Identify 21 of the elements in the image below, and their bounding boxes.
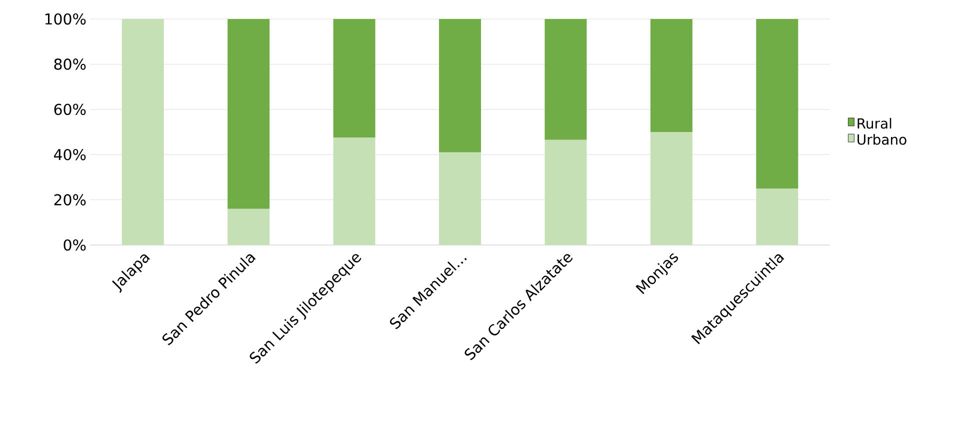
legend-label: Rural [858, 118, 892, 129]
y-tick-label: 20% [54, 194, 86, 206]
bar [228, 18, 270, 209]
bar [544, 140, 587, 245]
bar [650, 132, 692, 245]
bar [228, 208, 270, 245]
bar [756, 18, 798, 188]
bar [756, 188, 798, 245]
y-tick-label: 40% [54, 148, 86, 160]
bar [333, 18, 376, 138]
bar [439, 152, 481, 245]
y-tick-label: 100% [45, 13, 86, 25]
bar [122, 18, 164, 245]
bar [439, 18, 481, 152]
y-tick-label: 0% [64, 239, 86, 251]
legend-label: Urbano [858, 134, 906, 145]
bar [333, 138, 376, 245]
y-tick-label: 60% [54, 104, 86, 116]
bar [544, 18, 587, 140]
y-tick-label: 80% [54, 58, 86, 70]
bar [650, 18, 692, 132]
